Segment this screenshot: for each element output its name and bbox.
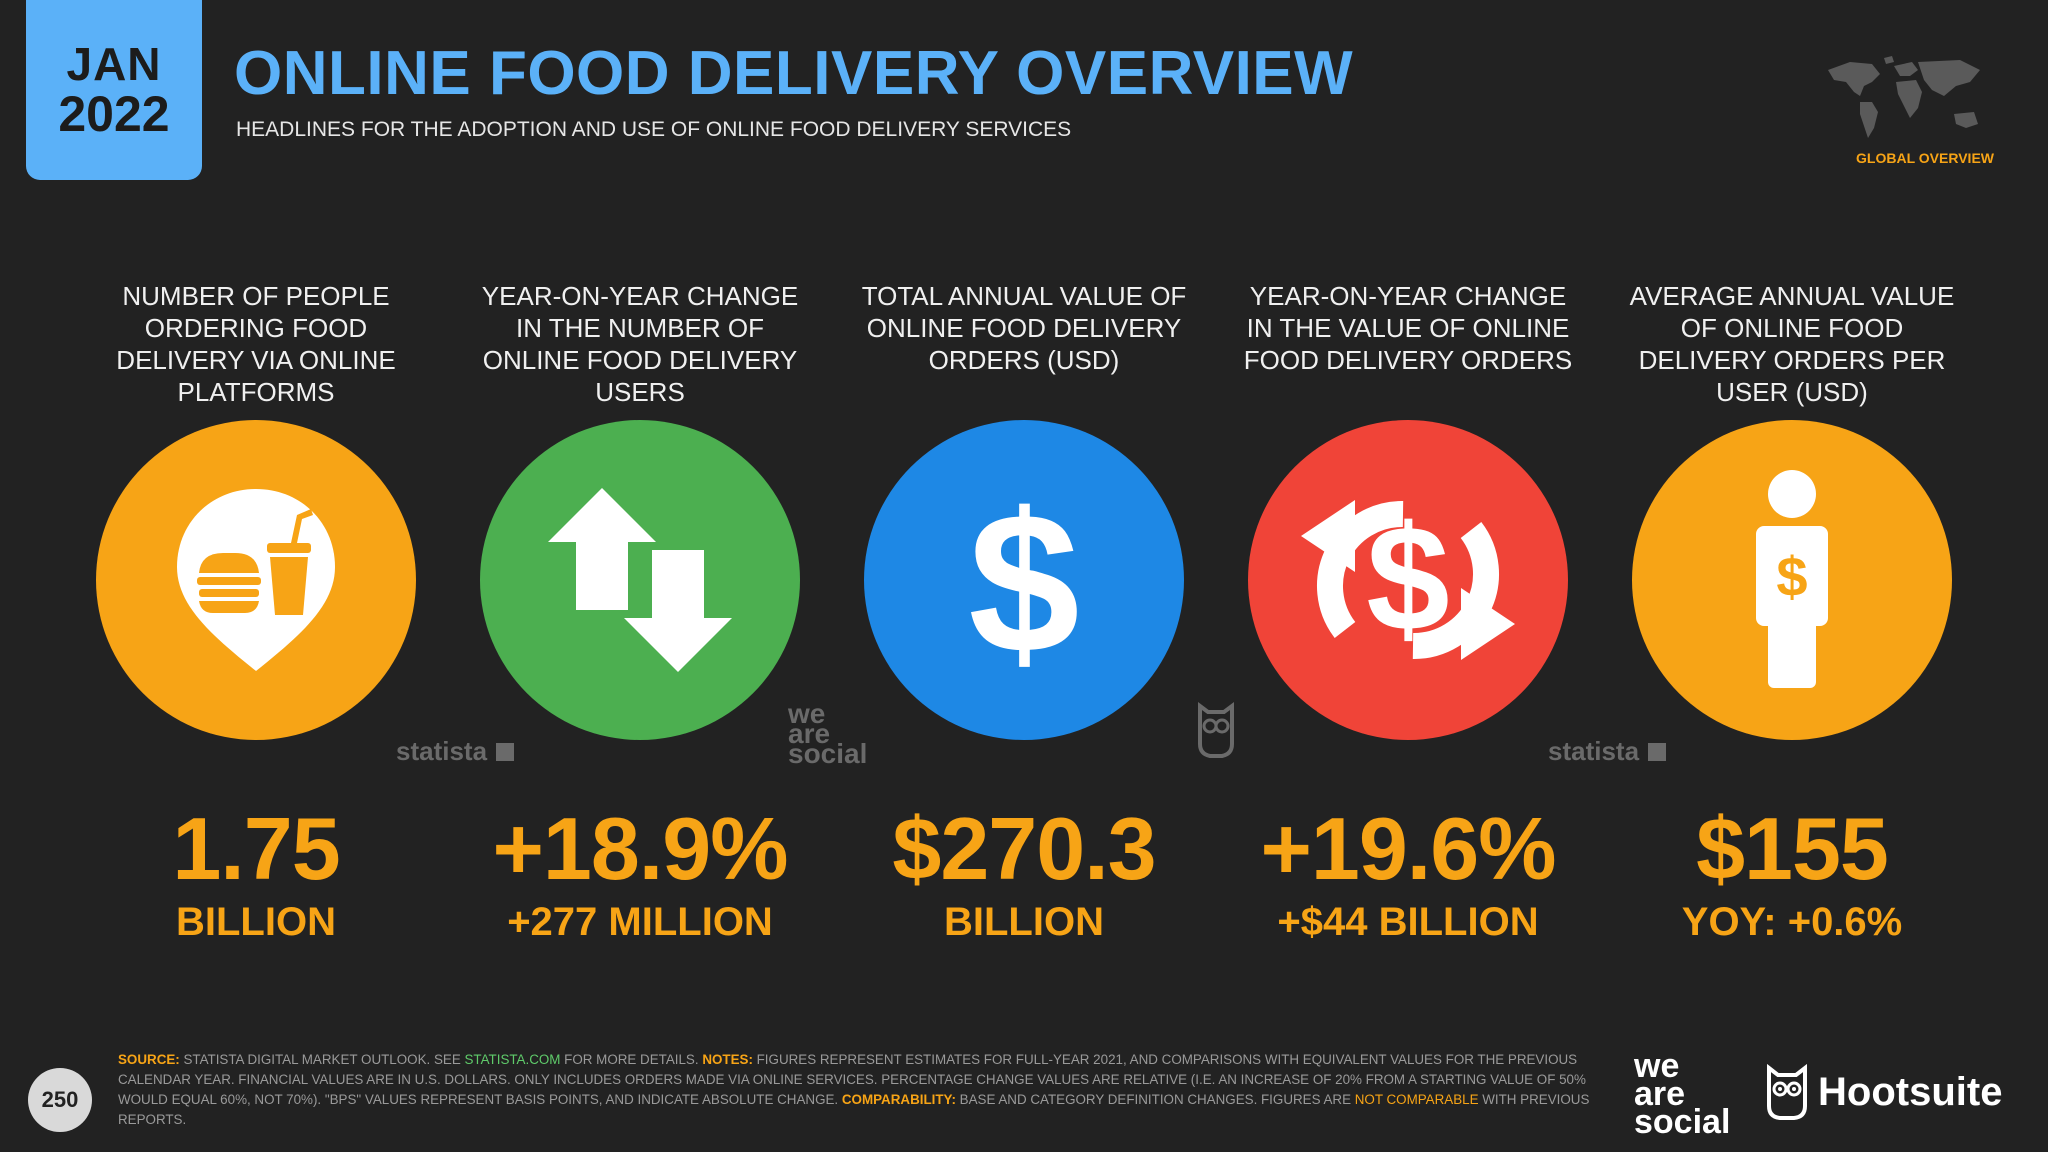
stat-column-total-value: TOTAL ANNUAL VALUE OF ONLINE FOOD DELIVE… xyxy=(854,280,1194,944)
we-are-social-watermark: we are social xyxy=(788,698,868,769)
statista-logo-icon xyxy=(496,743,515,761)
stat-value: $155 xyxy=(1696,799,1889,898)
svg-text:$: $ xyxy=(1366,494,1449,662)
stat-unit: BILLION xyxy=(944,900,1104,944)
stat-label: YEAR-ON-YEAR CHANGE IN THE VALUE OF ONLI… xyxy=(1243,281,1573,375)
footnote: SOURCE: STATISTA DIGITAL MARKET OUTLOOK.… xyxy=(118,1050,1598,1130)
watermark-are: are xyxy=(788,718,831,749)
statista-link[interactable]: STATISTA.COM xyxy=(464,1052,561,1067)
stat-label: NUMBER OF PEOPLE ORDERING FOOD DELIVERY … xyxy=(116,281,396,407)
not-comparable: NOT COMPARABLE xyxy=(1354,1092,1479,1107)
svg-text:$: $ xyxy=(1776,545,1807,608)
stat-column-users-change: YEAR-ON-YEAR CHANGE IN THE NUMBER OF ONL… xyxy=(470,280,810,944)
stat-value: $270.3 xyxy=(892,799,1156,898)
source-label: SOURCE: xyxy=(118,1052,180,1067)
watermark-social: social xyxy=(788,738,868,769)
hootsuite-wordmark: Hootsuite xyxy=(1818,1069,2003,1114)
page-number: 250 xyxy=(28,1068,92,1132)
date-year: 2022 xyxy=(58,86,170,142)
brand-we: we xyxy=(1634,1047,1680,1085)
stat-value: +18.9% xyxy=(492,799,789,898)
stat-value: 1.75 xyxy=(172,799,340,898)
statista-watermark-text: statista xyxy=(396,736,488,766)
hootsuite-owl-icon xyxy=(1767,1064,1807,1120)
stat-label: YEAR-ON-YEAR CHANGE IN THE NUMBER OF ONL… xyxy=(481,281,799,407)
stat-unit: YOY: +0.6% xyxy=(1681,900,1903,944)
statista-watermark-text: statista xyxy=(1548,736,1640,766)
stat-circle: $ xyxy=(1248,420,1568,740)
world-map-icon xyxy=(1820,52,1990,142)
comparability-after: WITH PREVIOUS REPORTS. xyxy=(118,1092,1590,1127)
stat-column-value-change: YEAR-ON-YEAR CHANGE IN THE VALUE OF ONLI… xyxy=(1238,280,1578,944)
statista-logo-icon xyxy=(1648,743,1667,761)
hootsuite-logo: Hootsuite xyxy=(1766,1064,2002,1120)
stat-label: AVERAGE ANNUAL VALUE OF ONLINE FOOD DELI… xyxy=(1629,281,1955,407)
svg-text:$: $ xyxy=(968,480,1079,680)
food-location-pin-icon xyxy=(177,489,335,671)
source-text: STATISTA DIGITAL MARKET OUTLOOK. SEE xyxy=(179,1052,465,1067)
stat-circle xyxy=(96,420,416,740)
date-badge: JAN 2022 xyxy=(26,0,202,180)
stat-unit: +277 MILLION xyxy=(507,900,773,944)
stat-circle xyxy=(480,420,800,740)
brand-are: are xyxy=(1634,1075,1686,1113)
person-dollar-icon: $ xyxy=(1756,470,1828,688)
stat-unit: BILLION xyxy=(176,900,336,944)
date-month: JAN xyxy=(66,38,162,90)
dollar-sign-icon: $ xyxy=(968,480,1079,680)
notes-text: FIGURES REPRESENT ESTIMATES FOR FULL-YEA… xyxy=(118,1052,1586,1107)
page-title: ONLINE FOOD DELIVERY OVERVIEW xyxy=(234,39,1354,108)
comparability-label: COMPARABILITY: xyxy=(841,1092,956,1107)
stat-column-per-user: AVERAGE ANNUAL VALUE OF ONLINE FOOD DELI… xyxy=(1622,280,1962,944)
statista-watermark: statista xyxy=(396,736,515,767)
region-label: GLOBAL OVERVIEW xyxy=(1856,150,1994,166)
stat-circle: $ xyxy=(864,420,1184,740)
stat-column-users: NUMBER OF PEOPLE ORDERING FOOD DELIVERY … xyxy=(86,280,426,944)
comparability-text: BASE AND CATEGORY DEFINITION CHANGES. FI… xyxy=(955,1092,1355,1107)
notes-label: NOTES: xyxy=(702,1052,753,1067)
statista-watermark: statista xyxy=(1548,736,1667,767)
stat-unit: +$44 BILLION xyxy=(1277,900,1539,944)
stat-circle: $ xyxy=(1632,420,1952,740)
brand-social: social xyxy=(1634,1103,1731,1141)
dollar-exchange-arrows-icon: $ xyxy=(1301,494,1515,662)
stat-label: TOTAL ANNUAL VALUE OF ONLINE FOOD DELIVE… xyxy=(861,281,1187,375)
page-subtitle: HEADLINES FOR THE ADOPTION AND USE OF ON… xyxy=(236,118,1072,141)
up-down-arrows-icon xyxy=(548,488,732,672)
we-are-social-logo: we are social xyxy=(1634,1047,1731,1141)
hootsuite-owl-watermark-icon xyxy=(1196,700,1236,763)
watermark-we: we xyxy=(788,698,826,729)
source-after: FOR MORE DETAILS. xyxy=(560,1052,703,1067)
stat-value: +19.6% xyxy=(1260,799,1557,898)
